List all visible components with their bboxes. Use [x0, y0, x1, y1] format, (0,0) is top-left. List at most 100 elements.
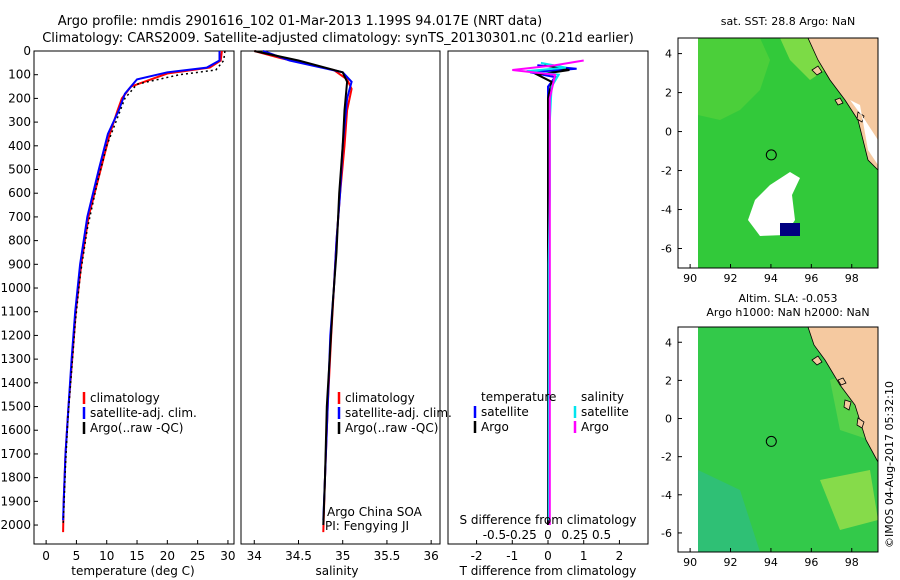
salinity-legend-argo: Argo(..raw -QC) — [345, 421, 438, 435]
sla-map-title-line1: Altim. SLA: -0.053 — [738, 292, 837, 305]
temperature-ytick-label: 400 — [8, 139, 31, 153]
temperature-xtick-label: 10 — [99, 549, 114, 563]
sst-nodata-blob — [748, 172, 800, 236]
salinity-xtick-label: 34 — [247, 549, 262, 563]
sst-map-ytick-label: -4 — [661, 204, 672, 217]
temperature-ytick-label: 1600 — [0, 423, 31, 437]
temperature-xtick-label: 0 — [42, 549, 50, 563]
temperature-ytick-label: 1100 — [0, 305, 31, 319]
sst-map-xtick-label: 96 — [804, 272, 818, 285]
difference-top-tick-label: -0.5 — [483, 528, 506, 542]
salinity-xtick-label: 35.5 — [374, 549, 401, 563]
temperature-ytick-label: 300 — [8, 115, 31, 129]
sla-map-xtick-label: 96 — [804, 556, 818, 569]
sst-map-xtick-label: 98 — [845, 272, 859, 285]
sst-map-ytick-label: 0 — [665, 126, 672, 139]
salinity-axes-frame — [240, 50, 441, 545]
sst-map-xtick-label: 94 — [764, 272, 778, 285]
temperature-ytick-label: 1800 — [0, 471, 31, 485]
salinity-panel: 34 34.5 35 35.5 36 salinity climatology sate… — [240, 50, 452, 578]
difference-xtick-label: 1 — [580, 549, 588, 563]
temperature-ytick-label: 600 — [8, 186, 31, 200]
temperature-ytick-label: 900 — [8, 257, 31, 271]
sla-map-ytick-label: -6 — [661, 527, 672, 540]
sla-map-frame — [677, 326, 879, 553]
sst-map-ytick-label: -2 — [661, 165, 672, 178]
temperature-legend: climatology satellite-adj. clim. Argo(..… — [82, 391, 197, 435]
temperature-ytick-label: 100 — [8, 68, 31, 82]
salinity-series-argo-raw-qc- — [254, 50, 349, 526]
temperature-xlabel: temperature (deg C) — [71, 564, 194, 578]
sst-map-frame — [677, 37, 879, 269]
temperature-ytick-label: 1000 — [0, 281, 31, 295]
temperature-ytick-label: 1900 — [0, 494, 31, 508]
sla-map-ytick-label: 2 — [665, 374, 672, 387]
sla-map-xtick-label: 98 — [845, 556, 859, 569]
difference-xlabel: T difference from climatology — [459, 564, 637, 578]
salinity-legend: climatology satellite-adj. clim. Argo(..… — [337, 391, 452, 435]
salinity-annotation-line2: PI: Fengying JI — [325, 519, 409, 533]
sla-argo-marker — [765, 435, 777, 447]
sst-cold-patch — [780, 223, 800, 236]
sst-nodata-coast — [830, 90, 878, 165]
temperature-ytick-label: 0 — [23, 44, 31, 58]
sst-map-title: sat. SST: 28.8 Argo: NaN — [721, 15, 855, 28]
difference-xtick-label: 2 — [616, 549, 624, 563]
sla-map-xtick-label: 94 — [764, 556, 778, 569]
difference-top-tick-label: 0.25 — [561, 528, 588, 542]
sla-island — [811, 355, 865, 429]
salinity-xlabel: salinity — [315, 564, 358, 578]
temperature-legend-satellite: satellite-adj. clim. — [90, 406, 197, 420]
sla-map-xtick-label: 92 — [724, 556, 738, 569]
temperature-series-satellite-adj-clim- — [62, 51, 221, 521]
salinity-legend-satellite: satellite-adj. clim. — [345, 406, 452, 420]
difference-xtick-label: 0 — [544, 549, 552, 563]
temperature-ytick-label: 800 — [8, 234, 31, 248]
difference-xtick-label: -1 — [506, 549, 518, 563]
difference-series-salinity-argo — [512, 59, 584, 525]
temperature-series-climatology — [62, 50, 223, 533]
sst-field-texture — [698, 38, 770, 120]
salinity-series-climatology — [254, 50, 353, 533]
temperature-xtick-label: 20 — [160, 549, 175, 563]
temperature-ytick-label: 2000 — [0, 518, 31, 532]
temperature-xtick-label: 5 — [73, 549, 81, 563]
temperature-panel: 0100200300400500600700800900100011001200… — [0, 44, 235, 578]
temperature-ytick-label: 1700 — [0, 447, 31, 461]
title-line2: Climatology: CARS2009. Satellite-adjuste… — [42, 31, 634, 46]
difference-xtick-label: -2 — [471, 549, 483, 563]
salinity-xtick-label: 36 — [424, 549, 439, 563]
sla-field-texture — [698, 470, 760, 552]
sst-map-ytick-label: 4 — [665, 48, 672, 61]
temperature-ytick-label: 500 — [8, 163, 31, 177]
difference-legend-temperature-satellite: satellite — [481, 405, 529, 419]
salinity-xtick-label: 35 — [335, 549, 350, 563]
sla-map-ytick-label: 0 — [665, 413, 672, 426]
difference-series-temperature-argo — [533, 64, 570, 525]
sst-argo-marker — [765, 149, 777, 161]
difference-series-temperature-satellite — [529, 64, 577, 514]
sla-map-title-line2: Argo h1000: NaN h2000: NaN — [706, 306, 869, 319]
temperature-ytick-label: 1200 — [0, 328, 31, 342]
difference-legend-temperature-argo: Argo — [481, 420, 509, 434]
difference-legend-temperature-heading: temperature — [481, 390, 556, 404]
difference-top-tick-label: 0.5 — [592, 528, 611, 542]
title-line1: Argo profile: nmdis 2901616_102 01-Mar-2… — [58, 14, 543, 29]
sst-map-ytick-label: 2 — [665, 87, 672, 100]
temperature-ytick-label: 700 — [8, 210, 31, 224]
temperature-legend-argo: Argo(..raw -QC) — [90, 421, 183, 435]
temperature-series-argo-raw-qc- — [62, 50, 226, 526]
difference-top-tick-label: -0.25 — [506, 528, 537, 542]
sla-map-panel: Altim. SLA: -0.053 Argo h1000: NaN h2000… — [661, 292, 879, 569]
temperature-ytick-label: 1400 — [0, 376, 31, 390]
sst-map-xtick-label: 90 — [683, 272, 697, 285]
salinity-legend-climatology: climatology — [345, 391, 415, 405]
sla-map-xtick-label: 90 — [683, 556, 697, 569]
difference-legend-salinity-heading: salinity — [581, 390, 624, 404]
sst-map-ytick-label: -6 — [661, 243, 672, 256]
sla-map-ytick-label: 4 — [665, 336, 672, 349]
salinity-series-satellite-adj-clim- — [262, 50, 353, 521]
sla-map-ytick-label: -4 — [661, 489, 672, 502]
difference-top-tick-label: 0 — [544, 528, 552, 542]
